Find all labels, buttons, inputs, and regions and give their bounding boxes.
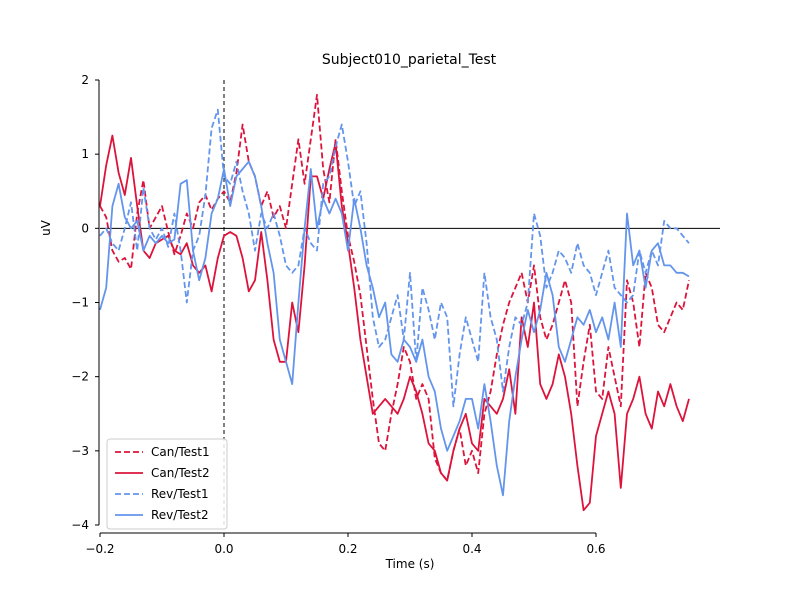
series-line-1 (99, 93, 690, 482)
y-tick-label: 2 (81, 73, 89, 87)
series-lines (99, 93, 690, 512)
series-line-4 (99, 160, 690, 497)
legend-label: Rev/Test2 (151, 508, 209, 522)
reference-lines (100, 80, 720, 525)
y-tick-label: 1 (81, 147, 89, 161)
legend: Can/Test1 Can/Test2 Rev/Test1 Rev/Test2 (106, 438, 228, 530)
series-line-3 (99, 108, 690, 408)
x-axis-ticks: −0.2 0.0 0.2 0.4 0.6 (85, 533, 606, 556)
x-tick-label: 0.6 (586, 542, 605, 556)
y-tick-label: −3 (71, 444, 89, 458)
y-tick-label: −4 (71, 518, 89, 532)
y-tick-label: −1 (71, 296, 89, 310)
y-axis-ticks: −4 −3 −2 −1 0 1 2 (71, 73, 99, 532)
legend-label: Rev/Test1 (151, 487, 209, 501)
legend-label: Can/Test2 (151, 466, 210, 480)
x-tick-label: 0.0 (214, 542, 233, 556)
x-tick-label: 0.2 (338, 542, 357, 556)
legend-label: Can/Test1 (151, 445, 210, 459)
legend-box (106, 438, 228, 530)
y-axis-label: uV (39, 219, 53, 236)
y-tick-label: 0 (81, 221, 89, 235)
x-tick-label: −0.2 (85, 542, 114, 556)
y-tick-label: −2 (71, 370, 89, 384)
x-tick-label: 0.4 (462, 542, 481, 556)
x-axis-label: Time (s) (385, 557, 435, 571)
chart-title: Subject010_parietal_Test (322, 52, 497, 68)
